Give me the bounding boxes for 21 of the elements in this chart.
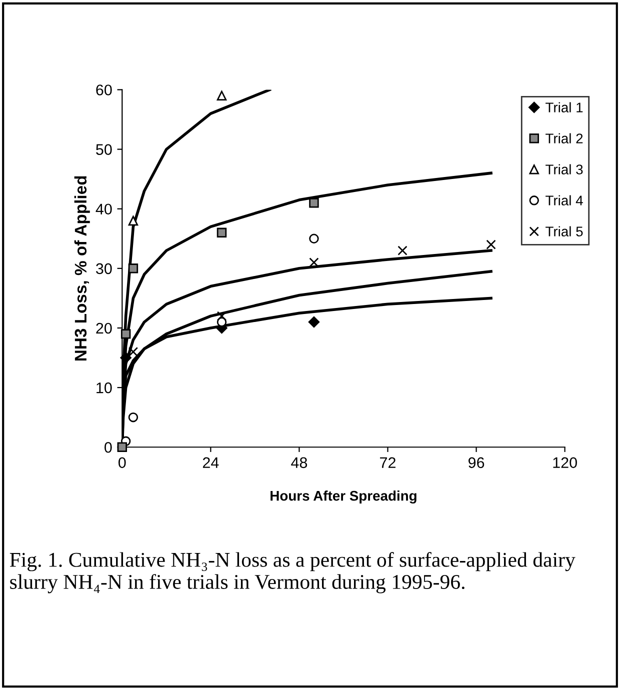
legend-label: Trial 1 [546,102,583,112]
y-tick-label: 40 [96,204,112,215]
legend-label: Trial 4 [546,195,583,206]
x-tick-label: 48 [291,457,308,468]
caption: Fig. 1. Cumulative NH₃-N loss as a percent of surface-applied dairy slurry NH₄-N in five trials in Vermont during 1995-96. [10,552,576,594]
y-tick-label: 50 [96,144,112,155]
y-tick-label: 30 [96,263,112,274]
x-tick-label: 0 [118,457,126,468]
x-axis-title: Hours After Spreading [270,490,416,504]
y-tick-label: 10 [96,382,112,394]
legend-label: Trial 3 [546,164,583,174]
y-tick-label: 0 [104,442,112,453]
x-tick-label: 120 [553,457,577,468]
x-tick-label: 96 [468,457,484,468]
x-tick-label: 72 [380,457,396,468]
y-tick-label: 20 [96,322,112,334]
y-axis-title: NH3 Loss, % of Applied [74,176,90,361]
legend-label: Trial 2 [546,133,583,144]
y-tick-label: 60 [96,84,112,96]
x-tick-label: 24 [202,457,219,468]
legend-label: Trial 5 [546,226,583,236]
